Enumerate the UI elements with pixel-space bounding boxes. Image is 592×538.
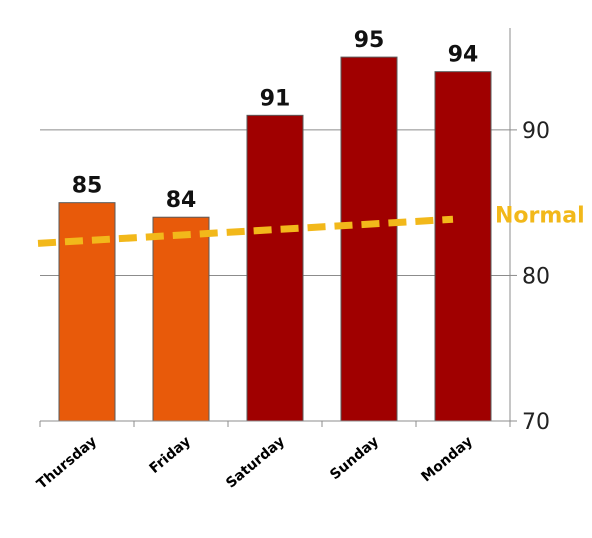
data-label-sunday: 95 [354,28,385,53]
x-tick-label-sunday: Sunday [327,433,382,483]
bar-saturday [246,114,304,422]
bars [58,56,492,422]
normal-line-group: Normal [37,204,585,247]
y-tick-label-70: 70 [522,410,550,435]
bar-thursday [58,202,116,422]
bar-sunday [340,56,398,422]
x-tick-label-friday: Friday [147,433,194,476]
x-tick-label-thursday: Thursday [34,433,100,492]
y-tick-label-90: 90 [522,119,550,144]
data-label-saturday: 91 [260,86,291,111]
data-label-monday: 94 [448,43,479,68]
y-tick-label-80: 80 [522,264,550,289]
x-tick-label-monday: Monday [418,433,476,485]
normal-line-label: Normal [495,204,585,229]
data-label-thursday: 85 [72,174,103,199]
bar-monday [434,71,492,422]
normal-line [37,215,454,247]
data-label-friday: 84 [166,188,197,213]
bar-value-labels: 85 84 91 95 94 [72,28,479,213]
x-tick-label-saturday: Saturday [223,433,288,491]
bar-friday [152,216,210,422]
